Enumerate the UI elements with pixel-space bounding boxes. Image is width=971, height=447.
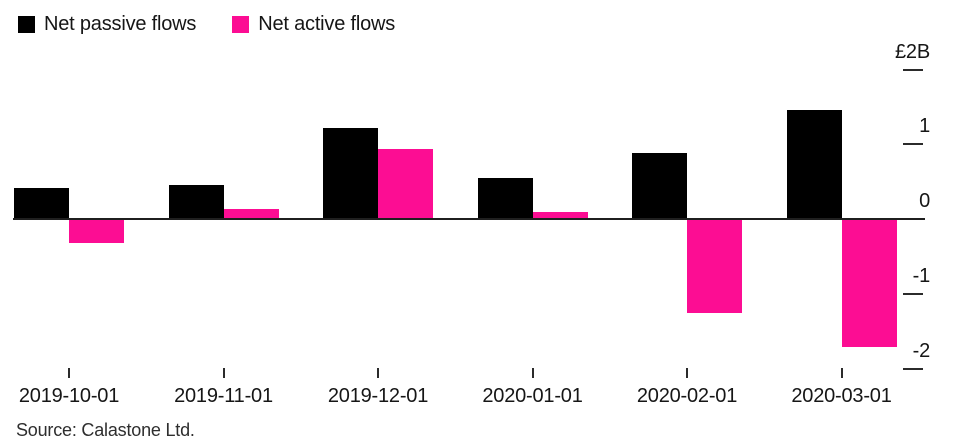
legend-item-passive: Net passive flows (18, 13, 196, 36)
bar-passive-2020-03-01 (786, 109, 842, 219)
legend: Net passive flows Net active flows (18, 13, 395, 36)
bar-passive-2020-02-01 (632, 153, 687, 219)
source-credit: Source: Calastone Ltd. (16, 420, 195, 440)
passive-swatch-icon (18, 16, 35, 33)
x-tick (68, 368, 70, 378)
x-axis-label: 2019-12-01 (327, 385, 429, 407)
y-tick-label: 0 (919, 190, 930, 212)
zero-axis-line (13, 218, 925, 220)
y-tick (903, 143, 923, 146)
y-tick (903, 367, 923, 370)
bar-active-2019-12-01 (378, 148, 433, 219)
y-tick (903, 68, 923, 71)
bar-passive-2019-10-01 (14, 188, 69, 219)
y-tick-label: 1 (919, 115, 930, 138)
legend-item-active: Net active flows (232, 13, 395, 36)
x-axis-label: 2019-11-01 (174, 385, 273, 407)
bar-passive-2020-01-01 (477, 177, 533, 219)
bar-active-2020-03-01 (841, 219, 897, 347)
y-tick-label: £2B (895, 40, 930, 63)
y-tick-label: -1 (912, 264, 931, 287)
active-swatch-icon (232, 16, 250, 33)
bar-active-2020-01-01 (532, 211, 588, 219)
bar-active-2020-02-01 (687, 219, 742, 314)
y-tick (903, 292, 923, 295)
bar-active-2019-11-01 (223, 209, 279, 219)
x-tick (686, 368, 688, 378)
legend-label-active: Net active flows (258, 13, 396, 35)
legend-label-passive: Net passive flows (44, 13, 197, 35)
bar-passive-2019-11-01 (168, 185, 224, 219)
x-tick (840, 368, 843, 378)
y-tick-label: -2 (912, 339, 931, 362)
x-axis-label: 2020-03-01 (791, 385, 892, 407)
x-axis-label: 2020-01-01 (482, 385, 583, 407)
bar-passive-2019-12-01 (323, 127, 378, 219)
x-axis-label: 2019-10-01 (18, 385, 120, 407)
x-axis-label: 2020-02-01 (636, 385, 738, 407)
x-tick (377, 368, 379, 378)
bar-active-2019-10-01 (69, 219, 124, 243)
x-tick (531, 368, 534, 378)
x-tick (222, 368, 225, 378)
